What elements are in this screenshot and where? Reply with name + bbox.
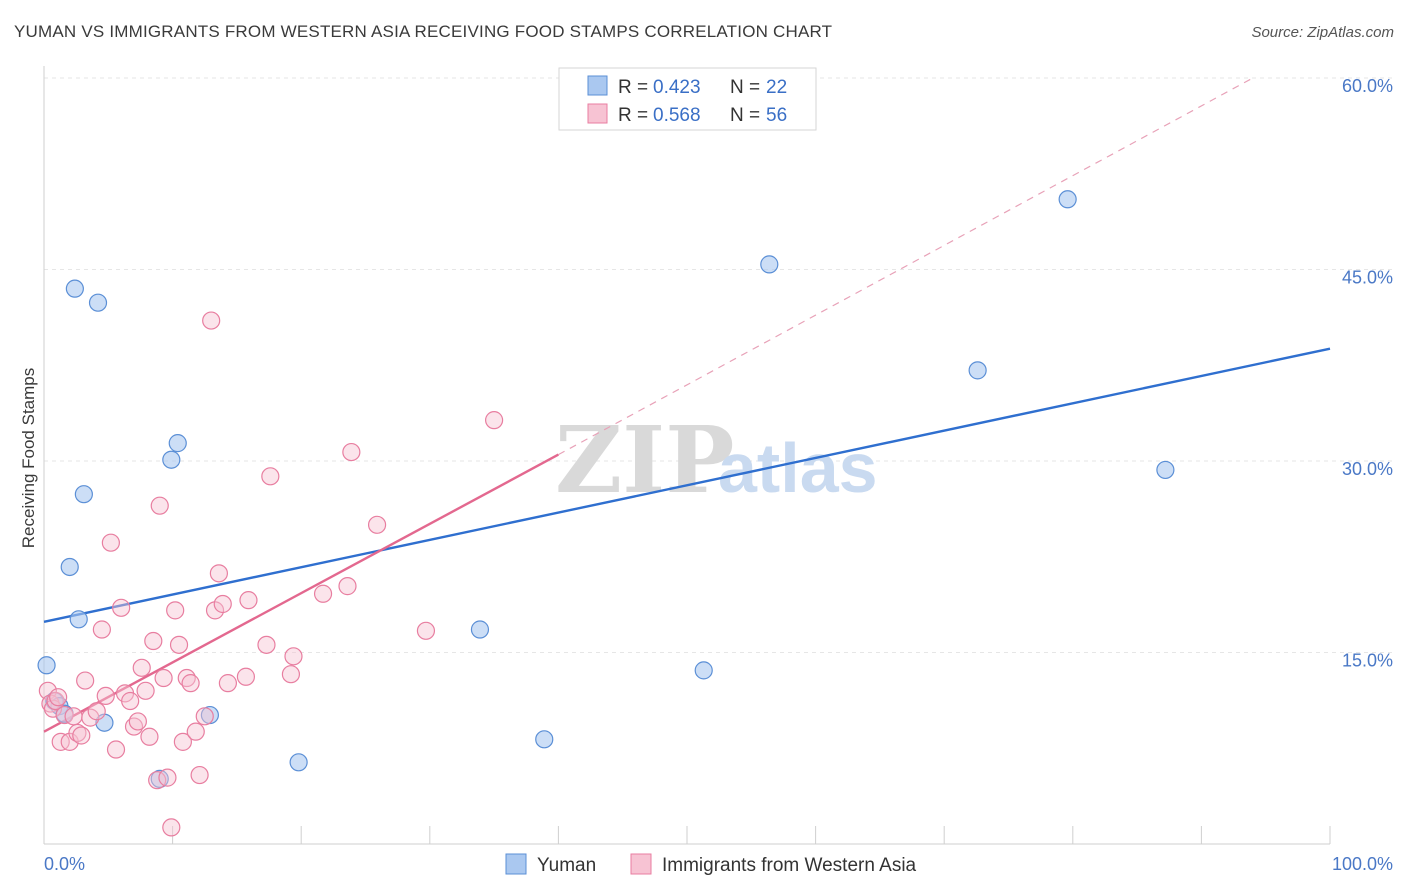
watermark: ZIP atlas (555, 406, 878, 514)
gridlines (44, 77, 1394, 653)
data-point-yuman (168, 434, 187, 453)
trend-extension-immigrants (558, 77, 1254, 456)
data-point-immigrants (101, 533, 120, 552)
data-point-immigrants (96, 686, 115, 706)
data-point-immigrants (169, 635, 189, 654)
data-point-immigrants (338, 577, 357, 596)
data-point-immigrants (190, 765, 209, 785)
x-tick-label: 0.0% (44, 854, 85, 874)
x-tick-label: 100.0% (1332, 854, 1393, 874)
legend-r-label: R = (618, 77, 648, 98)
data-point-immigrants (416, 621, 436, 640)
data-point-yuman (289, 753, 308, 772)
watermark-atlas: atlas (718, 429, 878, 507)
y-axis-label: Receiving Food Stamps (19, 368, 38, 548)
legend-label-immigrants: Immigrants from Western Asia (662, 855, 917, 876)
legend-n-label: N = (730, 105, 760, 126)
source-credit: Source: ZipAtlas.com (1251, 24, 1394, 41)
data-point-immigrants (261, 467, 280, 486)
data-point-yuman (37, 656, 56, 675)
data-point-immigrants (132, 658, 151, 677)
data-point-immigrants (281, 665, 301, 684)
data-point-immigrants (195, 707, 214, 726)
data-point-immigrants (173, 732, 192, 751)
data-point-immigrants (144, 631, 163, 651)
data-point-immigrants (136, 681, 155, 700)
data-point-immigrants (158, 768, 177, 787)
watermark-zip: ZIP (555, 406, 734, 514)
data-point-immigrants (64, 707, 83, 726)
data-point-immigrants (92, 620, 111, 639)
data-point-immigrants (128, 712, 147, 731)
legend-r-value: 0.423 (653, 77, 701, 98)
data-point-immigrants (166, 601, 185, 620)
y-tick-label: 60.0% (1342, 76, 1393, 96)
data-point-immigrants (236, 667, 256, 686)
legend-r-label: R = (618, 105, 648, 126)
data-point-yuman (535, 730, 554, 749)
data-point-yuman (88, 293, 108, 312)
legend-n-value: 22 (766, 77, 787, 98)
data-point-immigrants (72, 726, 91, 745)
data-point-immigrants (112, 598, 131, 617)
data-point-immigrants (106, 740, 126, 759)
data-point-immigrants (121, 691, 140, 711)
trend-lines (43, 77, 1331, 733)
data-point-yuman (74, 485, 93, 504)
chart-title: YUMAN VS IMMIGRANTS FROM WESTERN ASIA RE… (14, 22, 833, 41)
data-point-immigrants (342, 442, 361, 462)
legend-swatch-yuman (587, 75, 608, 96)
trend-line-yuman (43, 347, 1331, 624)
data-point-yuman (760, 255, 779, 274)
data-point-yuman (65, 279, 84, 298)
legend-label-yuman: Yuman (537, 855, 596, 876)
y-tick-label: 30.0% (1342, 459, 1393, 479)
axes (43, 66, 1331, 845)
data-point-immigrants (257, 635, 276, 654)
legend-swatch-immigrants (587, 103, 608, 124)
data-point-immigrants (284, 647, 303, 666)
y-tick-label: 45.0% (1342, 268, 1393, 288)
data-point-immigrants (150, 496, 169, 515)
data-point-immigrants (239, 591, 258, 610)
data-point-immigrants (186, 722, 205, 741)
data-point-yuman (470, 620, 490, 639)
tick-labels: 15.0% 30.0% 45.0% 60.0% 0.0% 100.0% (44, 76, 1393, 874)
data-point-immigrants (87, 702, 106, 721)
data-point-yuman (1058, 190, 1077, 209)
data-point-immigrants (213, 594, 232, 614)
data-point-yuman (968, 361, 987, 380)
data-points (37, 190, 1175, 837)
legend-top: R = 0.423 N = 22 R = 0.568 N = 56 (558, 67, 817, 131)
data-point-yuman (69, 610, 88, 629)
data-point-immigrants (202, 311, 221, 330)
trend-line-immigrants (43, 453, 559, 733)
legend-bottom: Yuman Immigrants from Western Asia (505, 853, 917, 876)
data-point-immigrants (76, 671, 95, 690)
data-point-yuman (694, 661, 713, 680)
legend-n-label: N = (730, 77, 760, 98)
data-point-immigrants (49, 688, 68, 707)
data-point-immigrants (162, 818, 181, 837)
data-point-immigrants (140, 727, 159, 746)
data-point-yuman (162, 450, 181, 469)
y-tick-label: 15.0% (1342, 651, 1393, 671)
legend-swatch-immigrants (630, 853, 652, 875)
data-point-immigrants (154, 668, 173, 688)
data-point-immigrants (367, 515, 387, 534)
legend-swatch-yuman (505, 853, 527, 875)
data-point-immigrants (209, 564, 228, 583)
data-point-immigrants (313, 584, 333, 603)
data-point-immigrants (181, 674, 200, 693)
data-point-yuman (60, 557, 79, 577)
data-point-yuman (1156, 460, 1175, 480)
legend-n-value: 56 (766, 105, 787, 126)
legend-r-value: 0.568 (653, 105, 701, 126)
data-point-immigrants (218, 674, 237, 693)
data-point-immigrants (485, 411, 504, 430)
